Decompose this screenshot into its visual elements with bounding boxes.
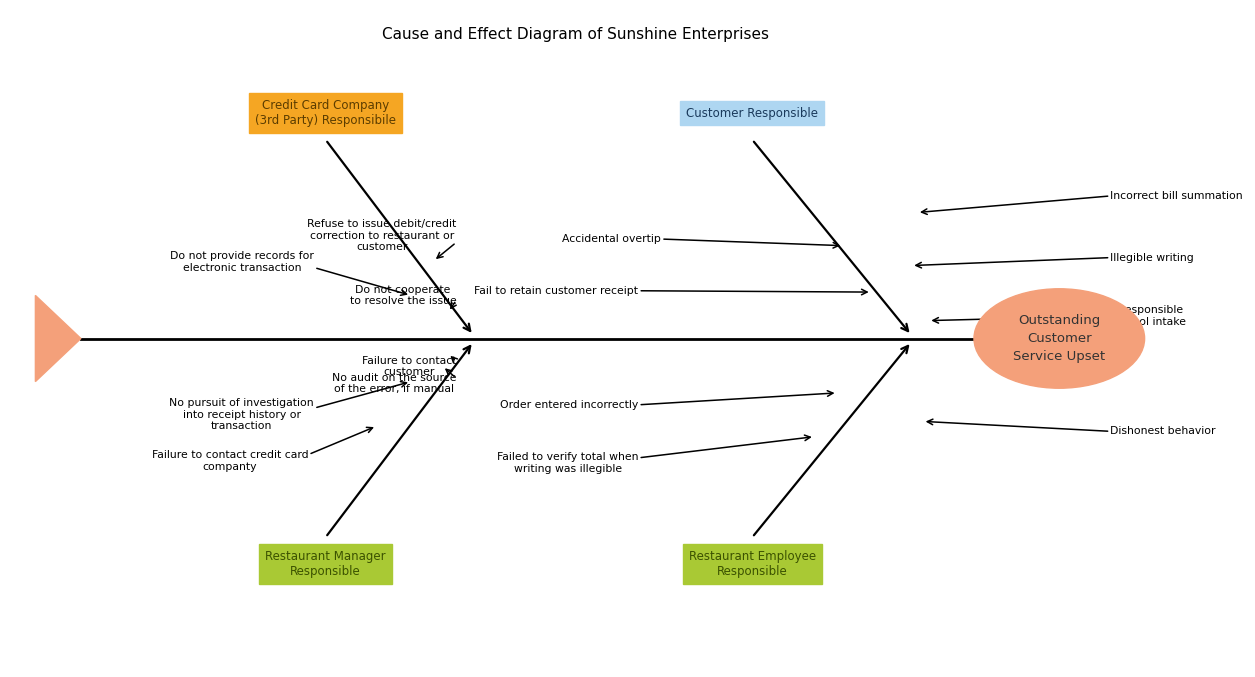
Text: Order entered incorrectly: Order entered incorrectly bbox=[499, 400, 639, 410]
Text: No pursuit of investigation
into receipt history or
transaction: No pursuit of investigation into receipt… bbox=[169, 398, 314, 431]
Text: Do not cooperate
to resolve the issue: Do not cooperate to resolve the issue bbox=[350, 284, 457, 306]
Text: Failure to contact credit card
companty: Failure to contact credit card companty bbox=[152, 450, 309, 472]
Text: Customer Responsible: Customer Responsible bbox=[686, 106, 818, 120]
Text: Accidental overtip: Accidental overtip bbox=[562, 234, 661, 244]
Text: Cause and Effect Diagram of Sunshine Enterprises: Cause and Effect Diagram of Sunshine Ent… bbox=[383, 27, 769, 42]
Text: Failure to contact
customer: Failure to contact customer bbox=[361, 355, 457, 377]
Text: No audit on the source
of the error, if manual: No audit on the source of the error, if … bbox=[331, 373, 457, 395]
Circle shape bbox=[974, 289, 1145, 388]
Text: Restaurant Manager
Responsible: Restaurant Manager Responsible bbox=[265, 550, 385, 578]
Text: Incorrect bill summation: Incorrect bill summation bbox=[1111, 191, 1244, 201]
Text: Do not provide records for
electronic transaction: Do not provide records for electronic tr… bbox=[171, 251, 314, 273]
Text: Irresponsible
alcohol intake: Irresponsible alcohol intake bbox=[1111, 305, 1186, 327]
Text: Refuse to issue debit/credit
correction to restaurant or
customer: Refuse to issue debit/credit correction … bbox=[307, 219, 457, 253]
Text: Credit Card Company
(3rd Party) Responsibile: Credit Card Company (3rd Party) Responsi… bbox=[255, 99, 397, 127]
Text: Fail to retain customer receipt: Fail to retain customer receipt bbox=[474, 286, 639, 296]
Text: Restaurant Employee
Responsible: Restaurant Employee Responsible bbox=[689, 550, 816, 578]
Text: Failed to verify total when
writing was illegible: Failed to verify total when writing was … bbox=[497, 452, 639, 474]
Text: Outstanding
Customer
Service Upset: Outstanding Customer Service Upset bbox=[1013, 314, 1106, 363]
Text: Dishonest behavior: Dishonest behavior bbox=[1111, 427, 1216, 437]
Polygon shape bbox=[35, 295, 80, 382]
Text: Illegible writing: Illegible writing bbox=[1111, 253, 1195, 263]
